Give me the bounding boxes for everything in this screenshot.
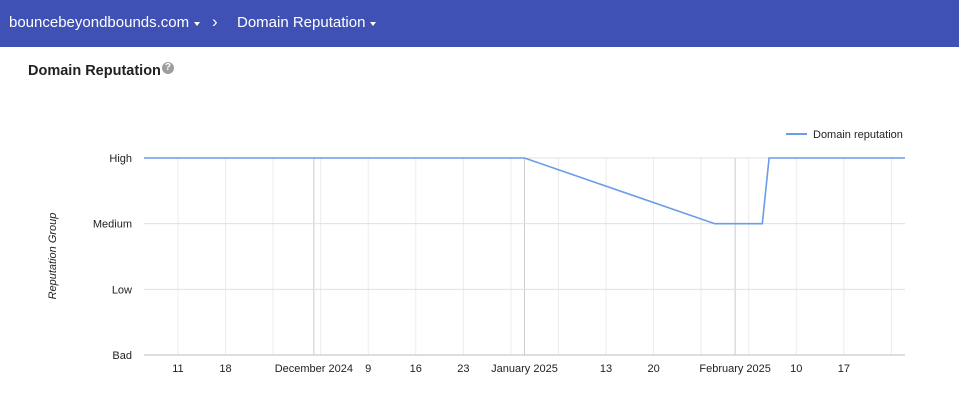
series-line-domain-reputation	[144, 157, 905, 225]
help-icon[interactable]: ?	[161, 62, 174, 74]
x-tick-label: 23	[457, 363, 469, 375]
card-title: Domain Reputation ?	[28, 62, 174, 79]
y-tick-label: Medium	[93, 219, 132, 231]
x-tick-label: December 2024	[275, 363, 353, 375]
domain-selector[interactable]: bouncebeyondbounds.com	[9, 14, 201, 31]
y-axis-title: Reputation Group	[47, 213, 59, 300]
report-selector[interactable]: Domain Reputation	[237, 14, 377, 31]
legend-label: Domain reputation	[813, 129, 903, 141]
y-tick-label: Bad	[112, 350, 132, 362]
caret-down-icon	[194, 21, 201, 26]
x-tick-label: 9	[365, 363, 371, 375]
y-tick-label: Low	[112, 284, 132, 296]
breadcrumb-separator-icon: ›	[212, 12, 218, 31]
x-tick-label: January 2025	[491, 363, 558, 375]
x-tick-label: 10	[790, 363, 802, 375]
caret-down-icon	[370, 21, 377, 26]
x-tick-label: 20	[647, 363, 659, 375]
x-tick-label: 17	[838, 363, 850, 375]
x-tick-label: 11	[172, 363, 183, 375]
y-tick-label: High	[109, 153, 132, 165]
top-app-bar: bouncebeyondbounds.com › Domain Reputati…	[0, 0, 959, 47]
x-tick-label: 13	[600, 363, 612, 375]
card-title-text: Domain Reputation	[28, 63, 161, 79]
x-tick-label: 16	[410, 363, 422, 375]
domain-selector-label: bouncebeyondbounds.com	[9, 14, 190, 31]
x-tick-label: February 2025	[699, 363, 771, 375]
report-selector-label: Domain Reputation	[237, 14, 366, 31]
x-tick-label: 18	[219, 363, 231, 375]
